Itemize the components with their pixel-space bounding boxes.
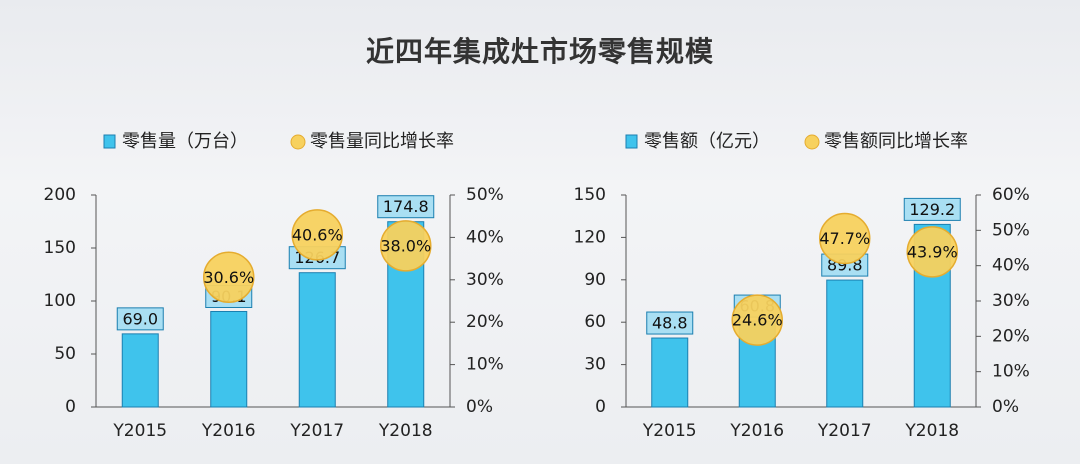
y2-tick-label: 10% bbox=[466, 355, 504, 375]
y2-tick-label: 40% bbox=[466, 227, 504, 247]
x-tick-label: Y2016 bbox=[729, 421, 784, 441]
bar-data-label: 129.2 bbox=[909, 200, 955, 219]
growth-bubble bbox=[906, 226, 958, 278]
bar bbox=[826, 279, 864, 408]
bar-value-box bbox=[377, 195, 435, 219]
legend-circle-swatch-icon bbox=[290, 134, 306, 150]
chart-retail-volume: 零售量（万台） 零售量同比增长率 0 50 100 150 200 0% 10% 20% 30% 40… bbox=[44, 131, 504, 441]
x-tick-label: Y2015 bbox=[642, 421, 697, 441]
y-tick-label: 150 bbox=[44, 238, 76, 258]
bar-value-box bbox=[903, 197, 961, 221]
legend-entry-label: 零售额（亿元） bbox=[644, 131, 770, 152]
growth-data-label: 43.9% bbox=[907, 242, 958, 261]
y-tick-label: 50 bbox=[54, 344, 76, 364]
legend-bar-swatch-icon bbox=[103, 134, 116, 149]
growth-data-label: 30.6% bbox=[203, 268, 254, 287]
y2-tick-label: 0% bbox=[992, 397, 1019, 417]
legend-entry-label: 零售额同比增长率 bbox=[824, 131, 968, 152]
growth-data-label: 24.6% bbox=[732, 311, 783, 330]
bar-data-label: 69.0 bbox=[122, 309, 158, 328]
y2-tick-label: 30% bbox=[466, 270, 504, 290]
y2-tick-label: 0% bbox=[466, 397, 493, 417]
growth-data-label: 47.7% bbox=[819, 229, 870, 248]
growth-bubble bbox=[380, 220, 432, 272]
bar bbox=[210, 310, 248, 408]
x-tick-label: Y2015 bbox=[112, 421, 167, 441]
y2-tick-label: 60% bbox=[992, 185, 1030, 205]
growth-bubble bbox=[203, 251, 255, 304]
x-tick-label: Y2018 bbox=[378, 421, 433, 441]
y-tick-label: 0 bbox=[595, 397, 606, 417]
legend-bar-swatch-icon bbox=[625, 134, 638, 149]
y2-tick-label: 50% bbox=[466, 185, 504, 205]
bar-data-label: 48.8 bbox=[652, 314, 688, 333]
x-tick-label: Y2017 bbox=[817, 421, 872, 441]
y2-tick-label: 30% bbox=[992, 291, 1030, 311]
y-tick-label: 0 bbox=[65, 397, 76, 417]
legend-entry-label: 零售量（万台） bbox=[122, 131, 248, 152]
growth-bubble bbox=[731, 294, 783, 346]
chart-retail-value: 零售额（亿元） 零售额同比增长率 0 30 60 90 120 150 0% 10% 20% 30% 4… bbox=[574, 131, 1030, 441]
growth-bubble bbox=[819, 212, 871, 265]
x-tick-label: Y2016 bbox=[201, 421, 256, 441]
bar-data-label: 174.8 bbox=[383, 197, 429, 216]
y2-tick-label: 40% bbox=[992, 256, 1030, 276]
y-tick-label: 90 bbox=[584, 270, 606, 290]
bar-value-box bbox=[646, 311, 694, 335]
growth-data-label: 38.0% bbox=[380, 236, 431, 255]
bar bbox=[298, 272, 336, 408]
bar bbox=[651, 337, 689, 408]
y2-tick-label: 20% bbox=[992, 326, 1030, 346]
x-tick-label: Y2017 bbox=[289, 421, 344, 441]
legend-circle-swatch-icon bbox=[804, 134, 820, 150]
y-tick-label: 60 bbox=[584, 312, 606, 332]
legend-entry-label: 零售量同比增长率 bbox=[310, 131, 454, 152]
y-tick-label: 30 bbox=[584, 355, 606, 375]
y2-tick-label: 10% bbox=[992, 362, 1030, 382]
y-tick-label: 150 bbox=[574, 185, 606, 205]
page-title: 近四年集成灶市场零售规模 bbox=[365, 35, 714, 68]
y2-tick-label: 50% bbox=[992, 220, 1030, 240]
bar-value-box bbox=[116, 307, 164, 331]
growth-data-label: 40.6% bbox=[292, 225, 343, 244]
y2-tick-label: 20% bbox=[466, 312, 504, 332]
y-tick-label: 120 bbox=[574, 227, 606, 247]
x-tick-label: Y2018 bbox=[904, 421, 959, 441]
growth-bubble bbox=[291, 209, 343, 261]
bar bbox=[121, 333, 159, 408]
y-tick-label: 100 bbox=[44, 291, 76, 311]
y-tick-label: 200 bbox=[44, 185, 76, 205]
